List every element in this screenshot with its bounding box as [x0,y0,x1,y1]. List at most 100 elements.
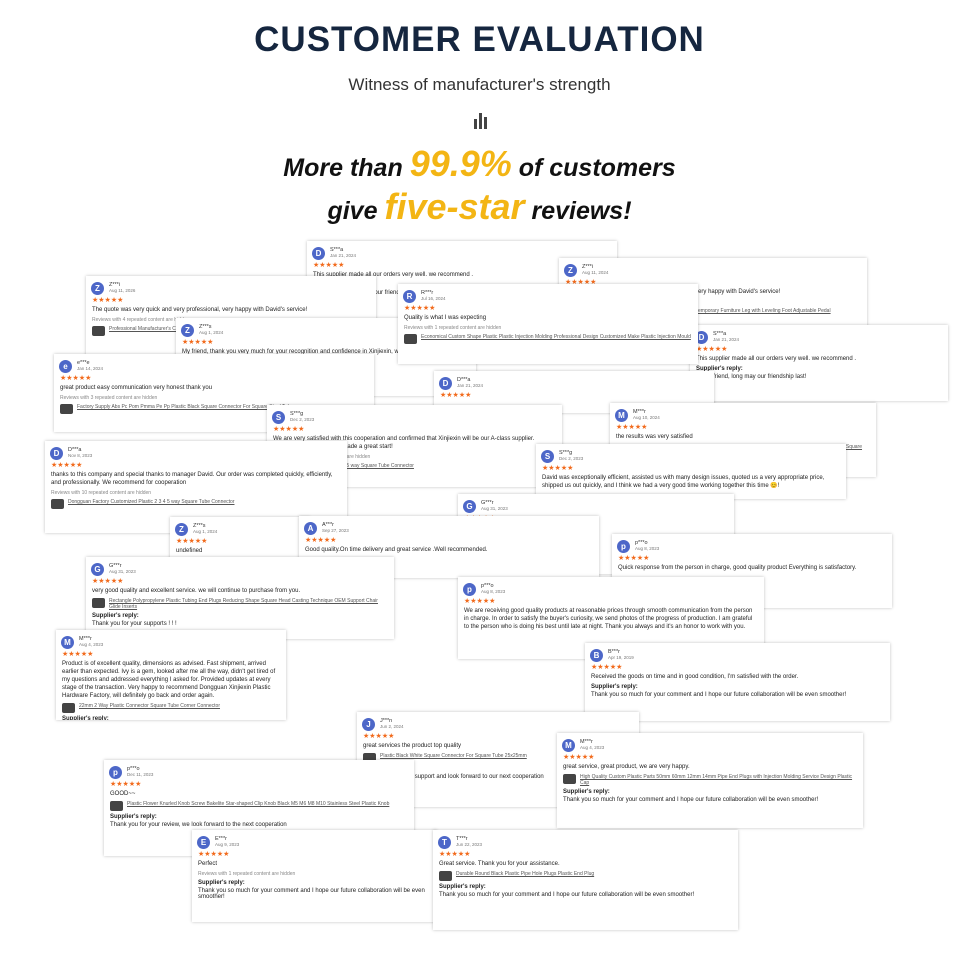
review-date: Jul 16, 2024 [421,296,446,301]
review-text: Great service. Thank you for your assist… [439,861,560,867]
review-date: Aug 31, 2023 [481,506,508,511]
avatar: G [463,500,476,513]
review-date: Dec 11, 2023 [127,772,154,777]
reply-text: Thank you so much for your comment and I… [563,797,819,804]
reviewer-name: S***a [330,247,344,253]
review-date: Jun 2, 2024 [380,724,404,729]
review-text: the results was very satisfied [616,434,693,440]
headline-text: give [327,197,378,225]
review-text: We are receiving good quality products a… [464,608,753,631]
review-text: Perfect [198,861,218,867]
reviewer-name: Z***s [199,324,212,330]
avatar: G [91,563,104,576]
star-rating [696,345,942,353]
reviewer-name: S***g [290,411,304,417]
review-date: Dec 2, 2023 [559,456,584,461]
avatar: M [615,409,628,422]
avatar: A [304,522,317,535]
headline: More than 99.9% of customers [0,143,959,185]
reply-text: Thank you for your support and look forw… [363,774,544,781]
review-text: GOOD~~ [110,791,136,797]
avatar: D [695,331,708,344]
title: CUSTOMER EVALUATION [254,20,705,59]
star-rating [616,423,870,431]
reply-text: Thank you for your review, we look forwa… [110,822,287,829]
headline-highlight: 99.9% [409,143,512,184]
star-rating [591,663,884,671]
avatar: T [438,836,451,849]
reviewer-name: Z***i [109,282,121,288]
reviewer-name: M***r [633,409,646,415]
review-text: The quote was very quick and very profes… [92,307,308,313]
reply-label: Supplier's reply: [563,789,610,796]
reviewer-name: R***r [421,290,434,296]
review-date: Aug 4, 2023 [79,642,104,647]
review-date: Aug 8, 2023 [635,546,660,551]
headline-highlight: five-star [384,186,525,227]
reviewer-name: T***r [456,836,468,842]
review-text: Received the goods on time and in good c… [591,674,799,680]
star-rating [110,780,408,788]
avatar: p [463,583,476,596]
review-text: great product easy communication very ho… [60,385,213,391]
avatar: Z [91,282,104,295]
reviewer-name: S***a [713,331,727,337]
avatar: Z [175,523,188,536]
reply-label: Supplier's reply: [92,613,139,620]
review-text: great service, great product, we are ver… [563,764,690,770]
review-date: Aug 11, 2026 [109,288,136,293]
avatar: p [109,766,122,779]
avatar: p [617,540,630,553]
product-link: Durable Round Black Plastic Pipe Hole Pl… [439,871,732,882]
product-link: Economical Custom Shape Plastic Plastic … [404,334,692,345]
review-text: very good quality and excellent service.… [92,588,301,594]
star-rating [618,554,886,562]
reviewer-name: Z***s [193,523,206,529]
review-date: Aug 4, 2023 [580,745,605,750]
star-rating [62,650,280,658]
review-date: Jun 22, 2023 [456,842,483,847]
review-date: Aug 8, 2023 [481,589,506,594]
hidden-note: Reviews with 10 repeated content are hid… [51,490,152,497]
star-rating [92,577,388,585]
reviewer-name: E***r [215,836,227,842]
hidden-note: Reviews with 1 repeated content are hidd… [198,871,296,878]
review-date: Jan 21, 2024 [457,383,484,388]
avatar: R [403,290,416,303]
review-date: Aug 1, 2024 [193,529,218,534]
reviewer-name: B***r [608,649,620,655]
star-rating [198,850,431,858]
avatar: M [562,739,575,752]
review-date: Aug 31, 2023 [109,569,136,574]
avatar: S [541,450,554,463]
headline-text: of customers [518,154,676,182]
avatar: D [312,247,325,260]
star-rating [542,464,840,472]
reviewer-name: p***o [635,540,648,546]
avatar: M [61,636,74,649]
reply-label: Supplier's reply: [439,884,486,891]
headline: give five-star reviews! [0,186,959,228]
reply-text: Thank you so much for your comment and I… [439,892,695,899]
reviewer-name: G***r [481,500,494,506]
reply-text: Thank you so much for your comment and I… [198,888,425,901]
reply-label: Supplier's reply: [198,880,245,887]
hidden-note: Reviews with 1 repeated content are hidd… [404,325,502,332]
avatar: e [59,360,72,373]
product-link: Factory Supply Abs Pc Pom Pmma Pe Pp Pla… [60,404,368,415]
product-link: Rectangle Polypropylene Plastic Tubing E… [92,598,388,610]
review-text: This supplier made all our orders very w… [696,356,857,362]
star-rating [92,296,370,304]
reviewer-name: D***a [68,447,82,453]
reply-text: Thank you so much for your comment and I… [591,692,847,699]
avatar: J [362,718,375,731]
